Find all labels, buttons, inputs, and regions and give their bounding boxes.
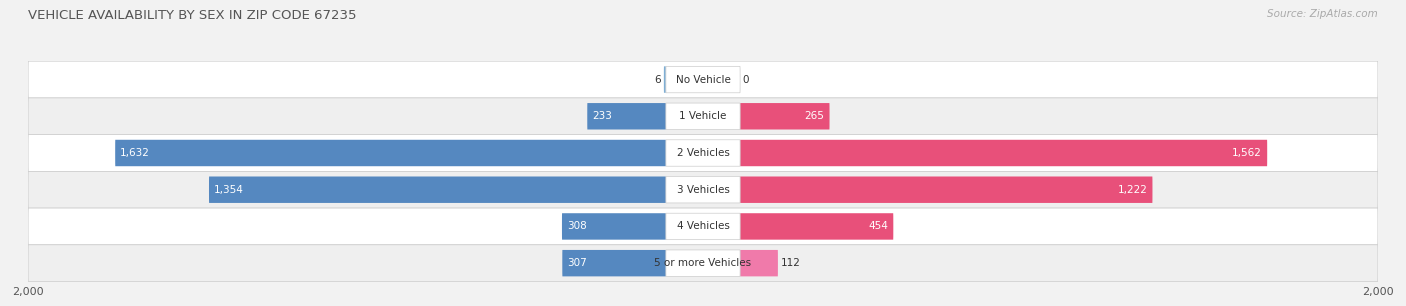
FancyBboxPatch shape [740,177,1153,203]
Text: 3 Vehicles: 3 Vehicles [676,185,730,195]
FancyBboxPatch shape [740,140,1267,166]
FancyBboxPatch shape [666,213,740,240]
Text: 0: 0 [742,75,749,84]
Text: 1,354: 1,354 [214,185,243,195]
Text: 6: 6 [655,75,661,84]
FancyBboxPatch shape [588,103,666,129]
FancyBboxPatch shape [209,177,666,203]
Text: 2 Vehicles: 2 Vehicles [676,148,730,158]
Text: 5 or more Vehicles: 5 or more Vehicles [654,258,752,268]
FancyBboxPatch shape [28,208,1378,245]
Text: 1,562: 1,562 [1232,148,1263,158]
FancyBboxPatch shape [666,140,740,166]
FancyBboxPatch shape [562,213,666,240]
Text: Source: ZipAtlas.com: Source: ZipAtlas.com [1267,9,1378,19]
Text: No Vehicle: No Vehicle [675,75,731,84]
FancyBboxPatch shape [740,103,830,129]
Text: 454: 454 [869,222,889,231]
FancyBboxPatch shape [28,245,1378,282]
Text: 1,222: 1,222 [1118,185,1147,195]
FancyBboxPatch shape [664,66,666,93]
Text: 4 Vehicles: 4 Vehicles [676,222,730,231]
Text: 308: 308 [567,222,586,231]
FancyBboxPatch shape [740,213,893,240]
FancyBboxPatch shape [666,250,740,276]
Text: 112: 112 [780,258,800,268]
FancyBboxPatch shape [562,250,666,276]
Text: 265: 265 [804,111,824,121]
FancyBboxPatch shape [28,98,1378,135]
Text: 307: 307 [568,258,588,268]
FancyBboxPatch shape [28,61,1378,98]
FancyBboxPatch shape [740,250,778,276]
FancyBboxPatch shape [666,66,740,93]
FancyBboxPatch shape [666,177,740,203]
FancyBboxPatch shape [28,171,1378,208]
Text: 1,632: 1,632 [121,148,150,158]
Text: VEHICLE AVAILABILITY BY SEX IN ZIP CODE 67235: VEHICLE AVAILABILITY BY SEX IN ZIP CODE … [28,9,357,22]
FancyBboxPatch shape [666,103,740,129]
FancyBboxPatch shape [28,135,1378,171]
Text: 233: 233 [592,111,612,121]
Text: 1 Vehicle: 1 Vehicle [679,111,727,121]
FancyBboxPatch shape [115,140,666,166]
